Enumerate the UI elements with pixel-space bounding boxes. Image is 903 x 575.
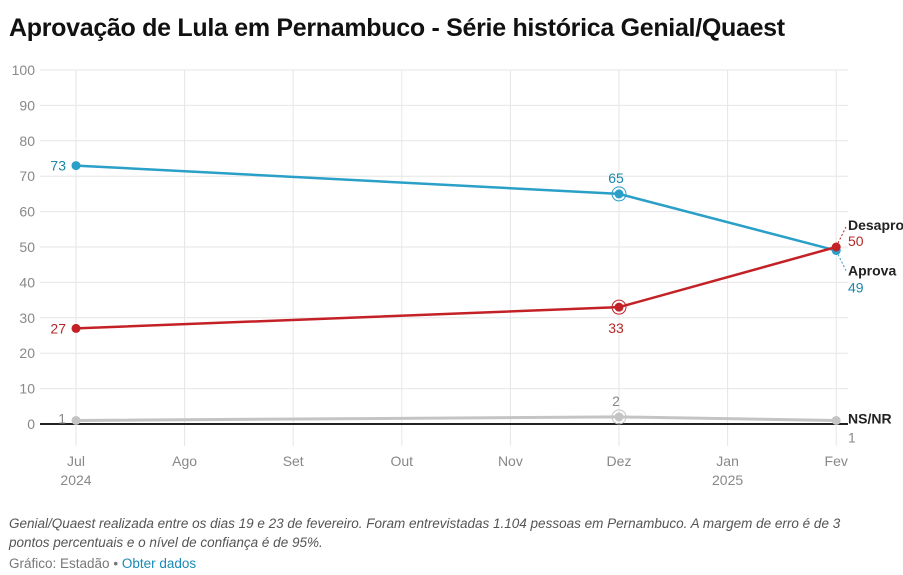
x-tick-label: Ago [172,453,197,469]
line-chart: 0 10 20 30 40 50 60 70 80 90 100 Jul 2024 Ago Set Out No… [12,62,903,488]
data-point [614,302,624,312]
data-point [71,161,81,171]
series-line-aprova [75,164,837,252]
chart-title: Aprovação de Lula em Pernambuco - Série … [9,14,785,42]
series-name-label: Desapro [848,217,903,233]
y-tick-label: 100 [12,62,36,78]
y-tick-label: 40 [19,274,35,290]
chart-credit: Gráfico: Estadão • Obter dados [9,556,196,571]
data-label: 2 [612,393,620,409]
credit-text: Gráfico: Estadão [9,556,110,571]
series-line-desaprova [75,245,837,330]
y-tick-label: 0 [27,416,35,432]
highlight-ring [611,186,627,202]
get-data-link[interactable]: Obter dados [121,556,197,571]
y-tick-label: 20 [19,345,35,361]
y-tick-label: 70 [19,168,35,184]
data-point [831,415,841,425]
x-tick-label: Jul [67,453,85,469]
data-point [71,323,81,333]
chart-note: Genial/Quaest realizada entre os dias 19… [9,514,903,552]
x-tick-label: Jan [716,453,739,469]
data-point [614,189,624,199]
leader-line [837,254,847,271]
series-name-label: Aprova [848,263,896,279]
data-label: 33 [608,320,624,336]
data-point [831,242,841,252]
y-tick-label: 90 [19,97,35,113]
y-tick-label: 50 [19,239,35,255]
x-tick-label: Nov [498,453,523,469]
data-label: 50 [848,233,864,249]
y-tick-label: 80 [19,133,35,149]
series-line-nsnr [75,415,837,422]
note-line-2: pontos percentuais e o nível de confianç… [9,535,323,550]
x-tick-label: Out [391,453,414,469]
data-label: 1 [848,429,856,445]
y-tick-label: 60 [19,204,35,220]
data-label: 27 [50,320,66,336]
data-point [71,415,81,425]
data-label: 65 [608,170,624,186]
highlight-ring [611,299,627,315]
y-tick-label: 10 [19,381,35,397]
highlight-ring [611,409,627,425]
data-label: 73 [50,158,66,174]
x-tick-year: 2025 [712,472,743,488]
x-tick-label: Fev [825,453,848,469]
data-label: 1 [58,410,66,426]
leader-line [837,226,847,244]
note-line-1: Genial/Quaest realizada entre os dias 19… [9,516,841,531]
data-label: 49 [848,280,864,296]
separator: • [113,556,119,571]
x-tick-year: 2024 [60,472,91,488]
data-point [614,412,624,422]
x-tick-label: Dez [607,453,632,469]
series-name-label: NS/NR [848,410,892,426]
y-tick-label: 30 [19,310,35,326]
x-tick-label: Set [283,453,304,469]
